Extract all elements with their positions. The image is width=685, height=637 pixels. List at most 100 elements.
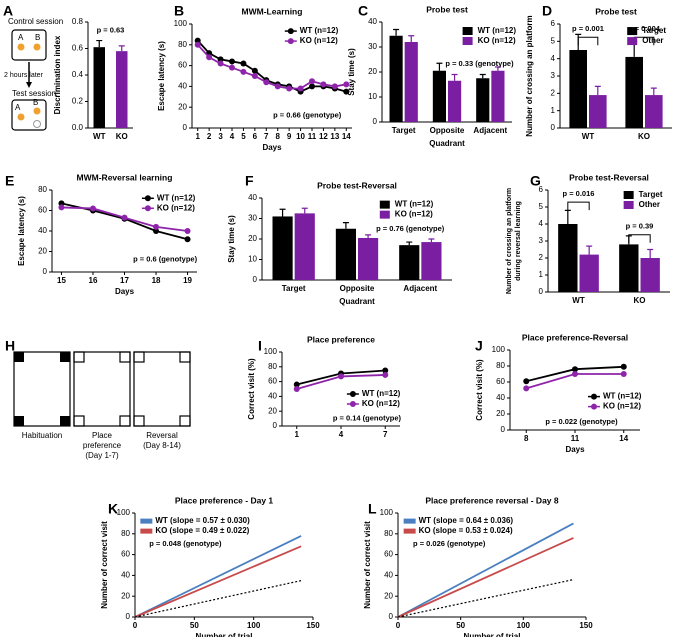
point: [343, 88, 350, 95]
y-axis-label: Correct visit (%): [247, 358, 256, 420]
diagram-text: A: [18, 33, 24, 42]
error-bar: [647, 248, 654, 258]
x-tick-label: 5: [241, 132, 246, 141]
x-tick-label: 50: [190, 621, 199, 630]
y-tick-label: 60: [121, 550, 130, 559]
panel-label: A: [3, 3, 13, 19]
panel-label: F: [245, 173, 254, 189]
y-tick-label: 80: [496, 361, 505, 370]
point: [293, 381, 300, 388]
x-tick-label: 100: [517, 621, 531, 630]
arena: [11, 99, 47, 131]
legend-marker: [287, 28, 294, 35]
point: [217, 56, 224, 63]
x-tick-label: 50: [456, 621, 465, 630]
y-tick-label: 100: [117, 508, 131, 517]
bar: [389, 35, 403, 122]
x-axis-label: Number of trial: [464, 632, 521, 637]
legend-marker: [591, 393, 597, 400]
legend-swatch: [627, 37, 638, 46]
y-tick-label: 40: [496, 393, 505, 402]
legend-swatch: [623, 191, 634, 199]
error-bar: [393, 28, 400, 36]
corner: [179, 351, 191, 363]
y-tick-label: 6: [539, 185, 544, 194]
y-tick-label: 0.8: [72, 17, 84, 26]
x-tick-label: 150: [306, 621, 320, 630]
bar: [335, 228, 356, 280]
bar: [619, 244, 639, 292]
y-tick-label: 20: [368, 67, 377, 76]
error-bar: [96, 39, 103, 48]
x-tick-label: 1: [195, 132, 200, 141]
x-tick-label: WT: [93, 132, 106, 141]
point: [343, 81, 350, 88]
arena: [13, 351, 71, 427]
y-tick-label: 0: [43, 267, 48, 276]
significance-bracket: [577, 36, 599, 46]
annotation: p = 0.33 (genotype): [445, 59, 514, 68]
point: [153, 228, 160, 234]
x-tick-label: 3: [218, 132, 223, 141]
point: [58, 204, 65, 211]
y-tick-label: 30: [248, 214, 257, 223]
legend-marker: [349, 391, 356, 397]
point: [274, 83, 281, 90]
x-tick-label: 8: [524, 434, 529, 443]
object: [33, 43, 41, 51]
arrow-head: [26, 82, 32, 88]
x-tick-label: Opposite: [340, 284, 375, 293]
x-tick-label: 19: [183, 276, 192, 285]
arena-set: [13, 351, 191, 427]
x-tick-label: Opposite: [430, 126, 465, 135]
x-tick-label: 9: [287, 132, 292, 141]
x-tick-label: 4: [230, 132, 235, 141]
y-tick-label: 80: [38, 185, 47, 194]
y-tick-label: 1: [551, 106, 556, 115]
chart-title: Place preference reversal - Day 8: [425, 495, 559, 505]
object: [17, 43, 25, 51]
y-tick-label: 40: [368, 17, 377, 26]
panel-label: C: [358, 3, 368, 19]
chart-title: Place preference: [307, 334, 375, 344]
diagram-text: Test session: [12, 89, 56, 98]
x-tick-label: Target: [392, 126, 416, 135]
diagram-text: A: [15, 103, 21, 112]
corner: [73, 351, 85, 363]
arena: [73, 351, 131, 427]
diagram-text: B: [33, 98, 38, 107]
y-tick-label: 0.0: [72, 123, 84, 132]
error-bar: [365, 234, 372, 238]
y-tick-label: 0.6: [72, 44, 84, 53]
y-axis-label: Number of correct visit: [363, 521, 372, 609]
legend-label: KO (n=12): [478, 36, 516, 45]
x-tick-label: KO: [116, 132, 128, 141]
y-tick-label: 40: [121, 571, 130, 580]
bar: [476, 78, 490, 122]
error-bar: [650, 87, 657, 96]
error-bar: [494, 66, 501, 71]
y-tick-label: 0.4: [72, 70, 84, 79]
corner: [60, 416, 70, 426]
legend-label: KO (n=12): [157, 203, 195, 212]
corner: [14, 416, 24, 426]
diagram-text: (Day 1-7): [85, 451, 119, 460]
legend-label: WT (n=12): [478, 26, 517, 35]
annotation: p = 0.026 (genotype): [413, 539, 486, 548]
y-tick-label: 6: [551, 19, 556, 28]
y-tick-label: 0.2: [72, 97, 84, 106]
y-tick-label: 0: [501, 425, 506, 434]
error-bar: [586, 245, 593, 255]
point: [251, 73, 258, 79]
bar: [399, 245, 420, 280]
point: [320, 81, 327, 88]
y-tick-label: 40: [268, 392, 277, 401]
x-tick-label: KO: [638, 132, 650, 141]
panel-label: J: [475, 338, 483, 354]
bar: [272, 216, 293, 280]
y-tick-label: 100: [264, 347, 278, 356]
error-bar: [118, 45, 125, 52]
point: [523, 378, 530, 385]
bar: [116, 51, 128, 128]
annotation: p = 0.63: [97, 25, 125, 34]
